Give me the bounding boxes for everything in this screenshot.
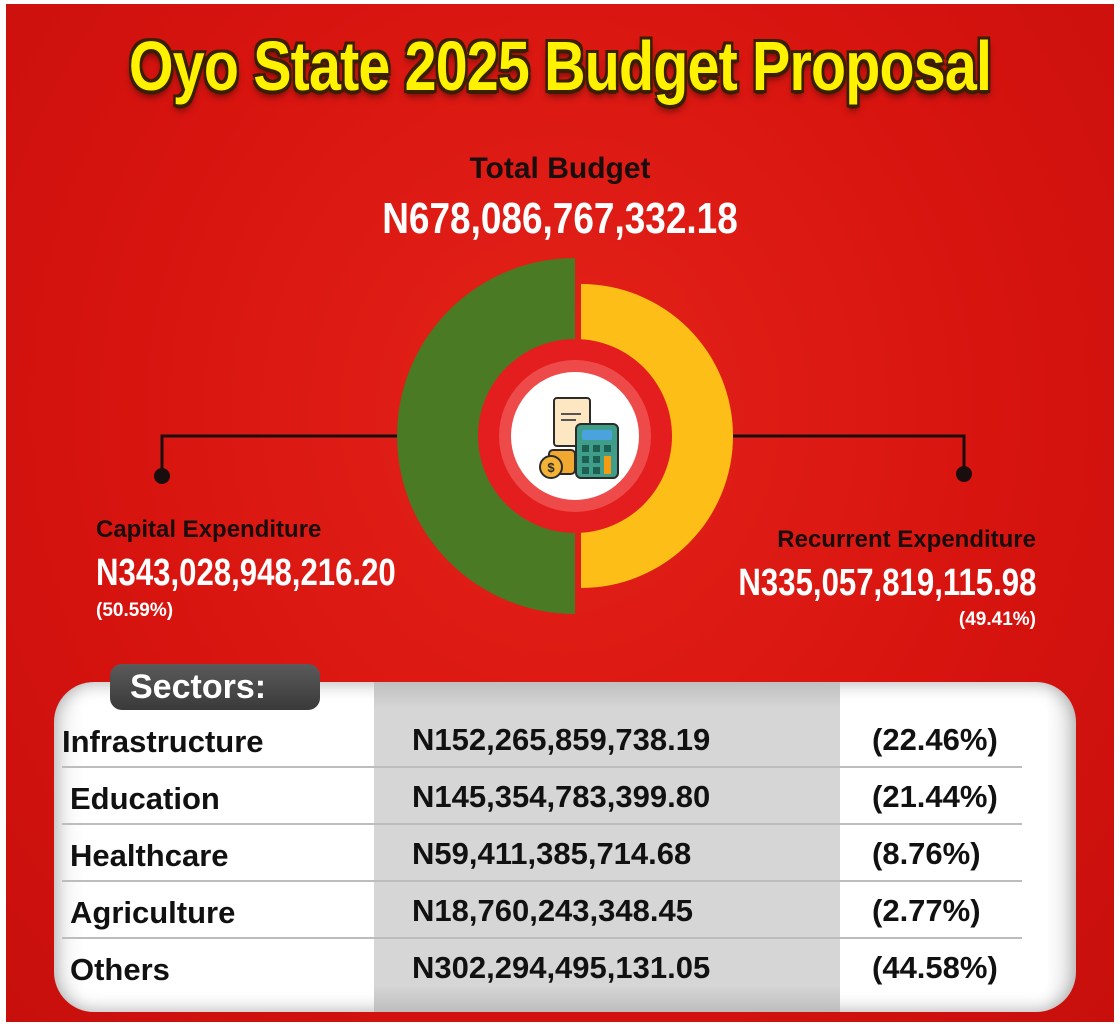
sector-name: Education xyxy=(70,781,220,816)
recurrent-expenditure-label: Recurrent Expenditure xyxy=(777,526,1036,553)
recurrent-connector-dot xyxy=(956,466,972,482)
table-row: Others N302,294,495,131.05 (44.58%) xyxy=(62,940,1022,996)
sector-percent: (44.58%) xyxy=(872,950,998,985)
sector-amount: N152,265,859,738.19 xyxy=(412,722,711,757)
sector-name: Infrastructure xyxy=(62,724,264,759)
capital-expenditure-value: N343,028,948,216.20 xyxy=(96,552,396,594)
recurrent-connector-line xyxy=(726,434,966,472)
recurrent-expenditure-percent: (49.41%) xyxy=(958,609,1036,630)
donut-chart: $ xyxy=(154,258,972,614)
page-title: Oyo State 2025 Budget Proposal xyxy=(128,27,992,105)
sector-amount: N59,411,385,714.68 xyxy=(412,836,692,871)
sector-percent: (21.44%) xyxy=(872,779,998,814)
sectors-table xyxy=(54,682,1076,1012)
sector-percent: (2.77%) xyxy=(872,893,981,928)
infographic: Oyo State 2025 Budget Proposal Total Bud… xyxy=(6,4,1114,1022)
capital-expenditure-percent: (50.59%) xyxy=(96,600,174,621)
sector-name: Healthcare xyxy=(70,838,229,873)
table-row: Infrastructure N152,265,859,738.19 (22.4… xyxy=(62,712,1022,768)
capital-connector-dot xyxy=(154,468,170,484)
row-divider xyxy=(62,766,1022,768)
row-divider xyxy=(62,937,1022,939)
sector-name: Others xyxy=(70,952,170,987)
amount-column-background xyxy=(374,682,840,1012)
recurrent-expenditure-value: N335,057,819,115.98 xyxy=(737,562,1036,604)
sectors-heading: Sectors: xyxy=(110,664,320,710)
sector-percent: (22.46%) xyxy=(872,722,998,757)
table-row: Healthcare N59,411,385,714.68 (8.76%) xyxy=(62,826,1022,882)
sector-name: Agriculture xyxy=(70,895,236,930)
capital-expenditure-label: Capital Expenditure xyxy=(96,516,322,543)
total-budget-label: Total Budget xyxy=(469,152,651,185)
table-row: Education N145,354,783,399.80 (21.44%) xyxy=(62,769,1022,825)
row-divider xyxy=(62,880,1022,882)
row-divider xyxy=(62,823,1022,825)
sector-amount: N302,294,495,131.05 xyxy=(412,950,711,985)
capital-connector-line xyxy=(160,434,406,474)
sector-percent: (8.76%) xyxy=(872,836,981,871)
total-budget-value: N678,086,767,332.18 xyxy=(382,194,738,243)
table-row: Agriculture N18,760,243,348.45 (2.77%) xyxy=(62,883,1022,939)
svg-text:$: $ xyxy=(547,460,555,475)
sector-amount: N145,354,783,399.80 xyxy=(412,779,711,814)
budget-calculator-icon: $ xyxy=(539,397,619,479)
sector-amount: N18,760,243,348.45 xyxy=(412,893,693,928)
capital-expenditure-slice xyxy=(397,258,575,614)
